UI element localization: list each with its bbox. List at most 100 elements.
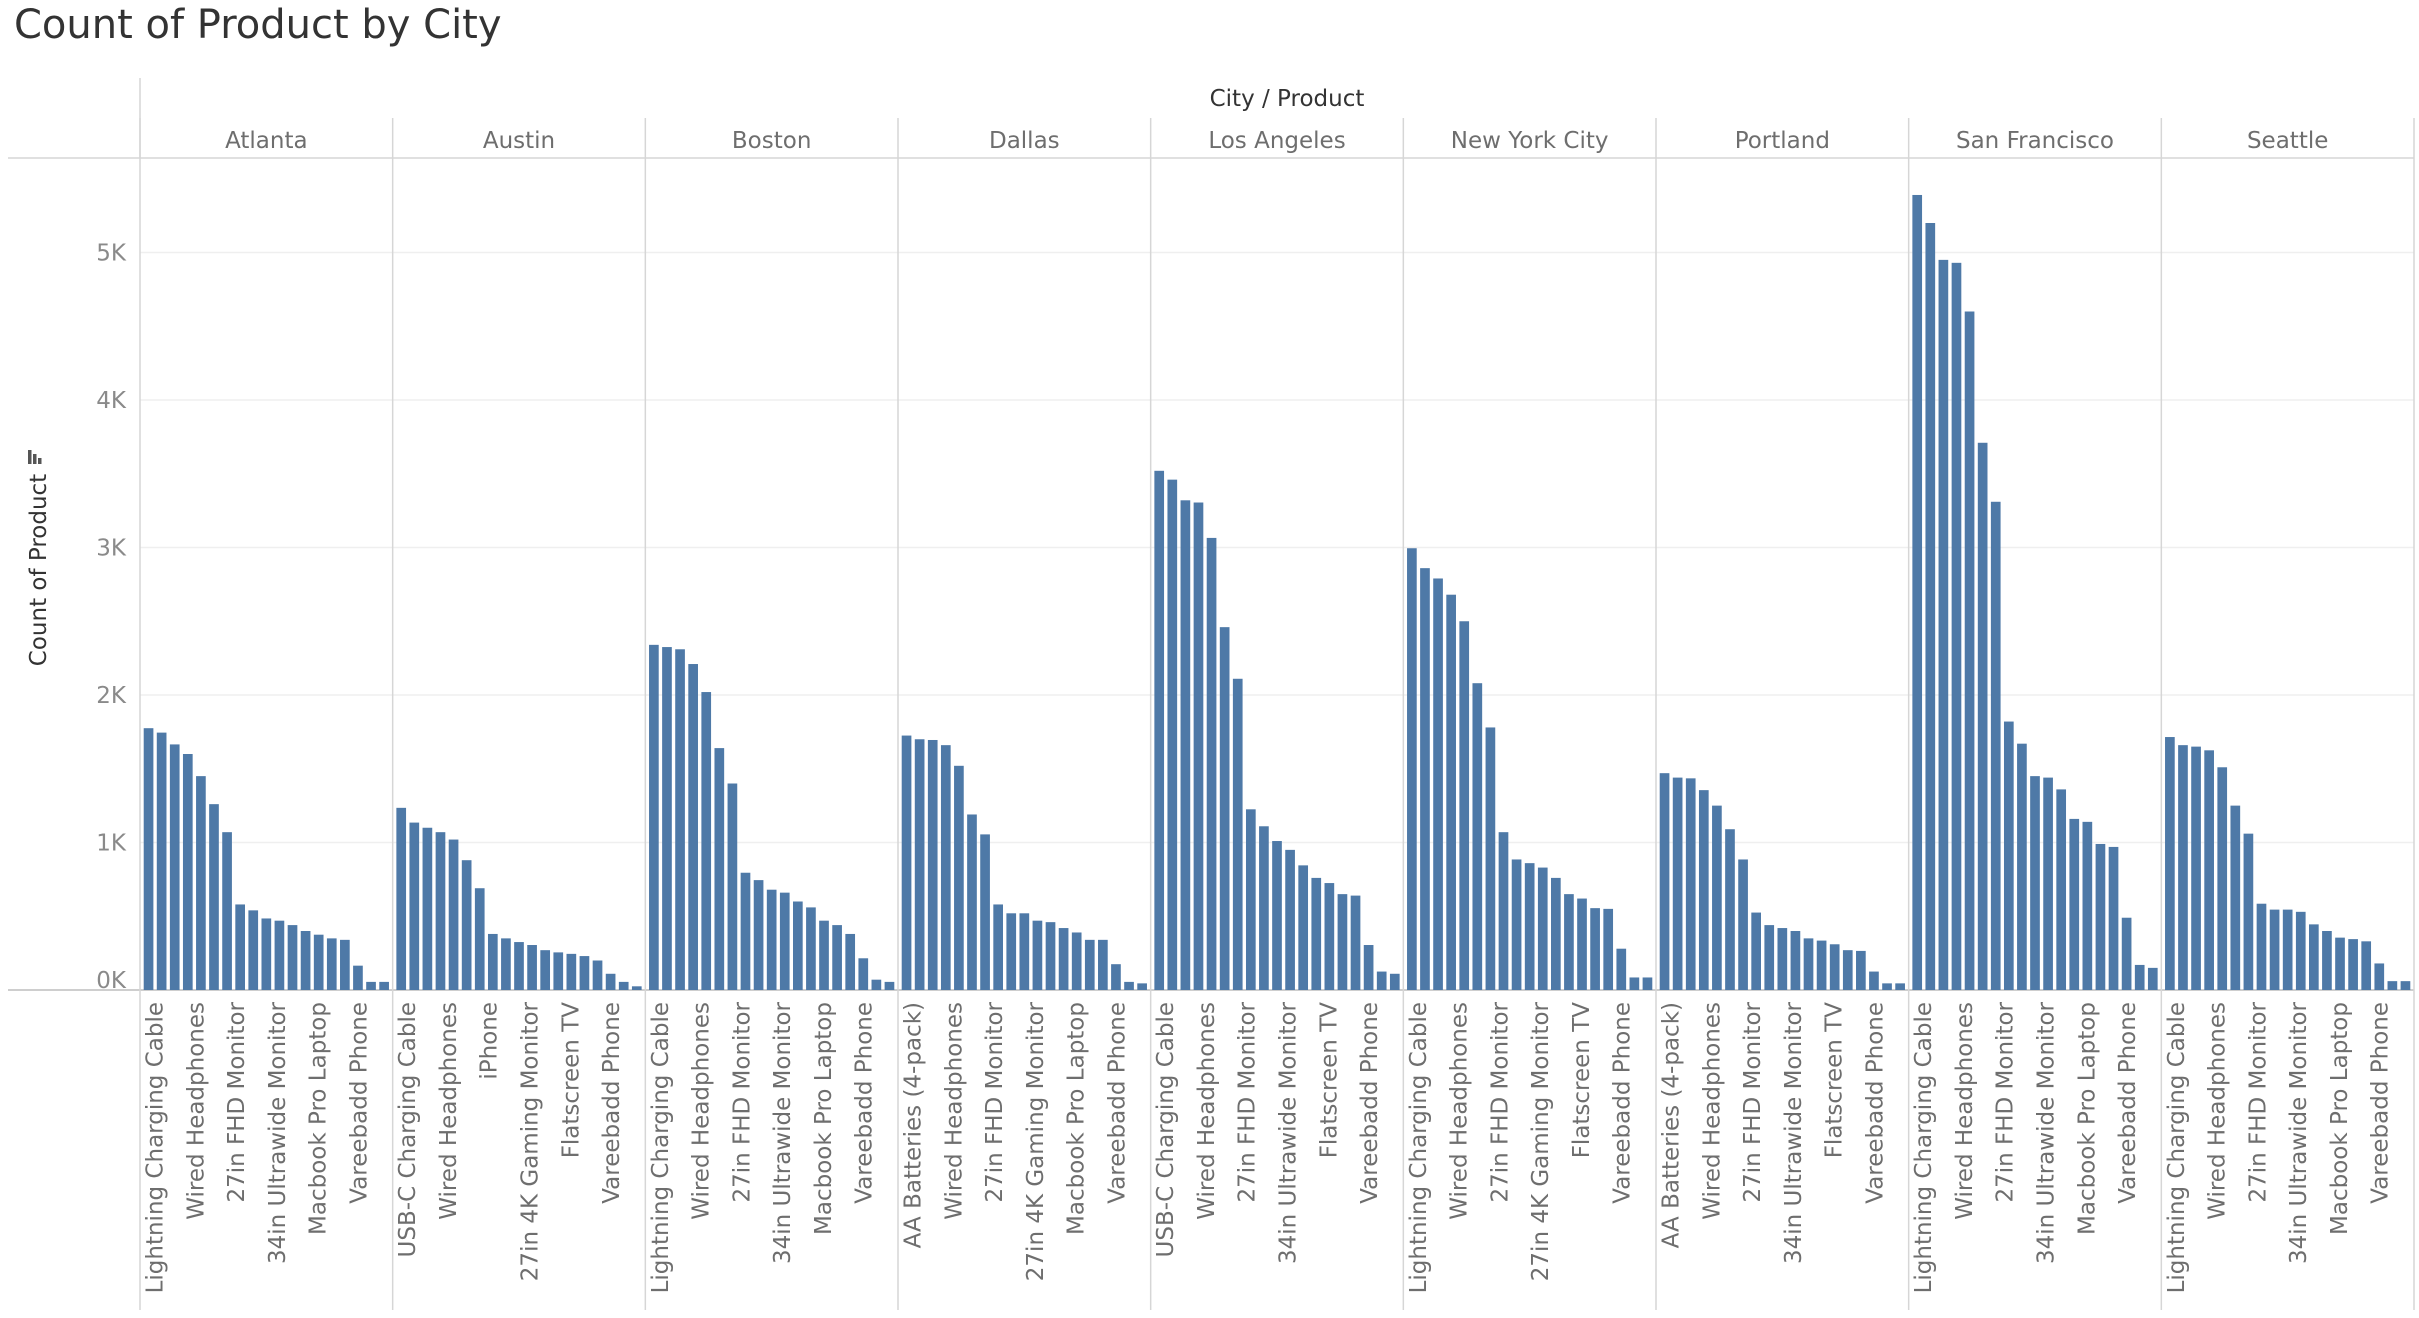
bar[interactable] bbox=[1433, 578, 1443, 990]
bar[interactable] bbox=[1672, 777, 1683, 990]
bar[interactable] bbox=[1882, 983, 1892, 990]
bar[interactable] bbox=[2082, 821, 2093, 990]
bar[interactable] bbox=[1285, 849, 1295, 990]
bar[interactable] bbox=[379, 981, 389, 990]
bar[interactable] bbox=[2282, 909, 2293, 990]
bar[interactable] bbox=[649, 644, 659, 990]
bar[interactable] bbox=[2387, 981, 2398, 990]
bar[interactable] bbox=[527, 945, 537, 990]
bar[interactable] bbox=[967, 814, 977, 990]
bar[interactable] bbox=[1550, 877, 1561, 990]
bar[interactable] bbox=[1311, 877, 1322, 990]
bar[interactable] bbox=[2017, 743, 2027, 990]
bar[interactable] bbox=[1751, 912, 1762, 990]
bar[interactable] bbox=[143, 728, 154, 990]
bar[interactable] bbox=[514, 942, 524, 990]
bar[interactable] bbox=[1895, 983, 1905, 990]
bar[interactable] bbox=[2147, 967, 2158, 990]
bar[interactable] bbox=[1511, 859, 1522, 990]
bar[interactable] bbox=[871, 979, 882, 990]
bar[interactable] bbox=[1629, 977, 1640, 990]
bar[interactable] bbox=[1389, 973, 1400, 990]
bar[interactable] bbox=[1725, 829, 1735, 990]
bar[interactable] bbox=[1058, 928, 1069, 990]
bar[interactable] bbox=[300, 931, 311, 990]
bar[interactable] bbox=[727, 783, 738, 991]
bar[interactable] bbox=[1842, 950, 1853, 990]
bar[interactable] bbox=[1206, 537, 1217, 990]
bar[interactable] bbox=[326, 938, 337, 990]
bar[interactable] bbox=[1829, 944, 1840, 990]
bar[interactable] bbox=[422, 827, 433, 990]
bar[interactable] bbox=[1167, 479, 1178, 990]
bar[interactable] bbox=[940, 745, 951, 990]
bar[interactable] bbox=[1951, 262, 1962, 990]
bar[interactable] bbox=[954, 765, 964, 990]
bar[interactable] bbox=[2191, 746, 2201, 990]
bar[interactable] bbox=[1298, 865, 1309, 990]
bar[interactable] bbox=[845, 933, 856, 990]
bar[interactable] bbox=[1472, 683, 1483, 990]
bar[interactable] bbox=[2043, 777, 2053, 990]
bar[interactable] bbox=[1324, 883, 1335, 990]
bar[interactable] bbox=[2134, 964, 2145, 990]
bar[interactable] bbox=[2269, 909, 2280, 990]
bar[interactable] bbox=[287, 925, 298, 990]
bar[interactable] bbox=[2217, 767, 2228, 990]
bar[interactable] bbox=[2374, 963, 2385, 990]
bar[interactable] bbox=[714, 748, 725, 990]
bar[interactable] bbox=[2308, 924, 2319, 990]
bar[interactable] bbox=[1964, 311, 1975, 991]
bar[interactable] bbox=[435, 832, 446, 990]
bar[interactable] bbox=[2230, 805, 2241, 990]
bar[interactable] bbox=[1045, 922, 1056, 990]
bar[interactable] bbox=[1407, 548, 1417, 990]
bar[interactable] bbox=[662, 647, 672, 990]
bar[interactable] bbox=[740, 872, 751, 990]
bar[interactable] bbox=[1485, 727, 1496, 990]
bar[interactable] bbox=[313, 934, 324, 990]
bar[interactable] bbox=[819, 920, 829, 990]
bar[interactable] bbox=[1098, 939, 1108, 990]
bar[interactable] bbox=[461, 860, 472, 990]
bar[interactable] bbox=[1019, 913, 1030, 990]
bar[interactable] bbox=[832, 925, 842, 990]
bar[interactable] bbox=[2322, 931, 2332, 990]
bar[interactable] bbox=[1764, 925, 1775, 990]
bar[interactable] bbox=[980, 834, 990, 990]
bar[interactable] bbox=[2030, 776, 2040, 990]
bar[interactable] bbox=[1577, 898, 1587, 990]
bar[interactable] bbox=[409, 822, 420, 990]
bar[interactable] bbox=[1259, 826, 1269, 990]
bar[interactable] bbox=[196, 776, 206, 990]
bar[interactable] bbox=[1977, 442, 1988, 990]
bar[interactable] bbox=[2335, 937, 2345, 990]
bar[interactable] bbox=[2095, 843, 2106, 990]
bar[interactable] bbox=[553, 952, 564, 990]
bar[interactable] bbox=[540, 950, 551, 990]
bar[interactable] bbox=[2361, 941, 2372, 990]
bar[interactable] bbox=[2108, 846, 2119, 990]
bar[interactable] bbox=[858, 958, 869, 990]
bar[interactable] bbox=[1111, 964, 1121, 990]
bar[interactable] bbox=[1590, 908, 1600, 990]
bar[interactable] bbox=[2256, 903, 2267, 990]
bar[interactable] bbox=[156, 732, 167, 990]
bar[interactable] bbox=[340, 939, 350, 990]
bar[interactable] bbox=[1524, 863, 1535, 990]
bar[interactable] bbox=[753, 880, 764, 990]
bar[interactable] bbox=[1420, 568, 1430, 990]
bar[interactable] bbox=[222, 832, 232, 990]
bar[interactable] bbox=[914, 739, 925, 990]
bar[interactable] bbox=[501, 938, 511, 990]
bar[interactable] bbox=[474, 888, 485, 990]
bar[interactable] bbox=[1869, 971, 1879, 990]
bar[interactable] bbox=[2204, 750, 2214, 990]
bar[interactable] bbox=[901, 735, 912, 990]
bar[interactable] bbox=[806, 907, 816, 990]
bar[interactable] bbox=[209, 804, 219, 990]
bar[interactable] bbox=[1603, 908, 1614, 990]
bar[interactable] bbox=[1071, 932, 1082, 990]
bar[interactable] bbox=[1219, 627, 1230, 990]
bar[interactable] bbox=[1659, 773, 1670, 990]
